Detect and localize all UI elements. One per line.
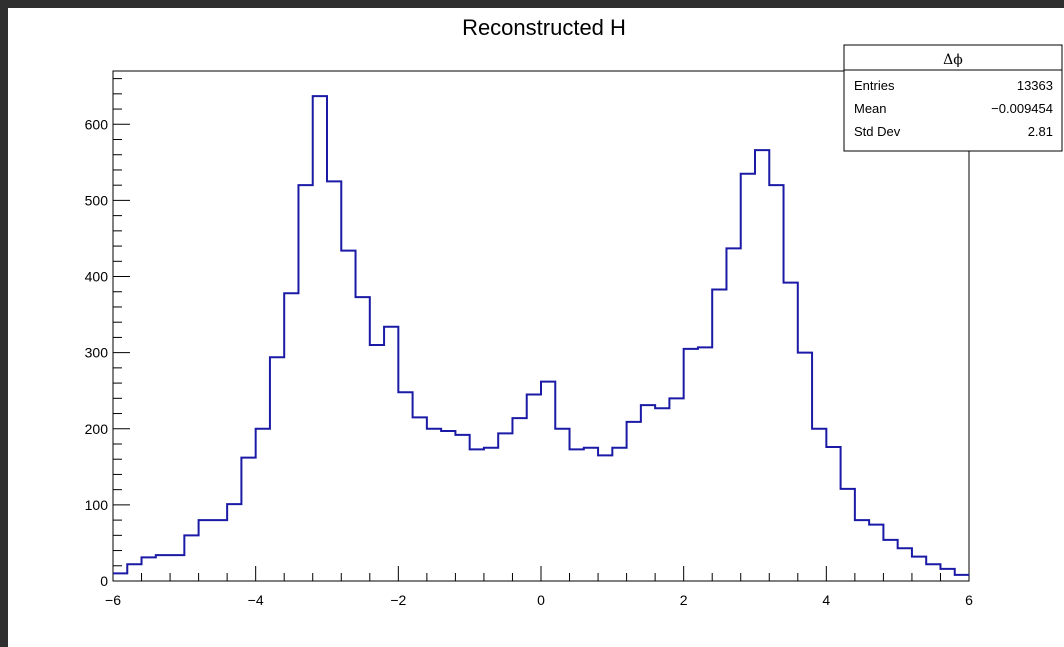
stats-mean-value: −0.009454 xyxy=(991,101,1053,116)
x-tick-label: −4 xyxy=(248,592,264,608)
stats-stddev-label: Std Dev xyxy=(854,124,901,139)
y-tick-label: 200 xyxy=(85,421,109,437)
y-tick-label: 100 xyxy=(85,497,109,513)
stats-box-title: Δϕ xyxy=(943,52,963,68)
histogram-line xyxy=(113,95,969,576)
x-tick-label: 0 xyxy=(537,592,545,608)
stats-box: Δϕ Entries 13363 Mean −0.009454 Std Dev … xyxy=(843,44,1063,152)
y-tick-label: 600 xyxy=(85,116,109,132)
stats-box-frame xyxy=(843,44,1063,152)
y-tick-label: 400 xyxy=(85,269,109,285)
stats-mean-label: Mean xyxy=(854,101,887,116)
x-tick-label: −2 xyxy=(390,592,406,608)
plot-area: 0 100 200 300 400 500 600 −6 −4 −2 0 2 4 6 xyxy=(85,70,973,608)
y-tick-label: 0 xyxy=(100,573,108,589)
stats-entries-label: Entries xyxy=(854,78,895,93)
histogram-chart: Reconstructed H 0 100 200 300 400 500 600 −6 −4 −… xyxy=(85,15,1063,608)
x-tick-label: −6 xyxy=(105,592,121,608)
stats-entries-value: 13363 xyxy=(1017,78,1053,93)
chart-title: Reconstructed H xyxy=(462,15,626,40)
chart-canvas: Reconstructed H 0 100 200 300 400 500 600 −6 −4 −… xyxy=(8,8,1064,647)
y-tick-label: 300 xyxy=(85,345,109,361)
x-tick-label: 2 xyxy=(680,592,688,608)
x-tick-label: 4 xyxy=(822,592,830,608)
stats-stddev-value: 2.81 xyxy=(1028,124,1053,139)
x-tick-label: 6 xyxy=(965,592,973,608)
y-tick-label: 500 xyxy=(85,192,109,208)
